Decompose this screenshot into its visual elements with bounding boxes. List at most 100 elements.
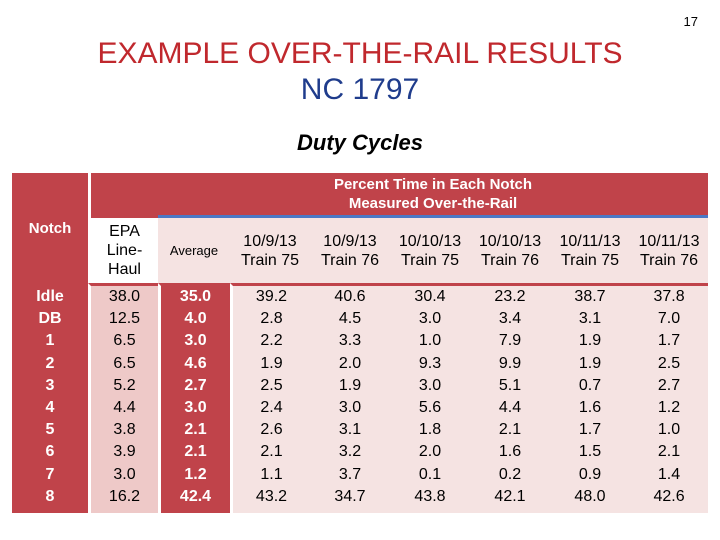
table-cell-value: 3.0 (338, 399, 362, 417)
table-cell-value: 7.0 (657, 310, 681, 328)
table-cell-value: 0.7 (578, 376, 602, 394)
table-cell-value: 3.7 (338, 465, 362, 483)
table-cell-value: 2.0 (418, 443, 442, 461)
average-column: 35.0 4.0 3.0 4.6 2.7 3.0 2.1 2.1 1.2 42.4 (158, 283, 230, 513)
table-cell-value: 3.4 (498, 310, 522, 328)
table-cell-value: 1.8 (418, 421, 442, 439)
table-cell-value: 1.6 (578, 399, 602, 417)
table-cell-value: 2.2 (260, 332, 283, 350)
table-cell-value: 42.6 (653, 487, 685, 505)
epa-header-line-2: Line- (106, 242, 143, 259)
table-cell-value: 42.4 (179, 487, 212, 505)
table-cell-value: 4.6 (184, 354, 207, 372)
table-cell-value: 3.0 (184, 399, 207, 417)
table-cell-value: 2.8 (260, 310, 283, 328)
run-header: 10/11/13 Train 75 (550, 218, 630, 283)
table-cell-value: 3.0 (418, 310, 442, 328)
title-line-1: EXAMPLE OVER-THE-RAIL RESULTS (97, 37, 623, 70)
epa-header-line-3: Haul (108, 261, 141, 278)
title-line-2: NC 1797 (300, 73, 420, 106)
table-cell-value: 4 (45, 399, 55, 417)
table-cell-value: 0.1 (418, 465, 442, 483)
table-cell-value: 42.1 (494, 487, 526, 505)
table-cell-value: 7.9 (498, 332, 522, 350)
table-cell-value: 3.0 (113, 465, 136, 483)
table-cell-value: 1.5 (578, 443, 602, 461)
table-cell-value: 10/11/13 (638, 232, 700, 250)
table-cell-value: 5.2 (113, 376, 136, 394)
table-cell-value: 4.4 (113, 399, 136, 417)
table-cell-value: 7 (45, 465, 55, 483)
table-cell-value: Train 76 (639, 251, 699, 269)
table-cell-value: 10/10/13 (398, 232, 462, 250)
table-cell-value: 16.2 (108, 487, 141, 505)
table-cell-value: 2.1 (184, 443, 207, 461)
run-header: 10/9/13 Train 75 (230, 218, 310, 283)
table-cell-value: 1.0 (418, 332, 442, 350)
table-cell-value: 4.5 (338, 310, 362, 328)
table-cell-value: 3.1 (338, 421, 362, 439)
run-column: 37.8 7.0 1.7 2.5 2.7 1.2 1.0 2.1 1.4 42.6 (630, 283, 709, 513)
average-header: Average (158, 218, 230, 283)
table-cell-value: 1 (45, 332, 55, 350)
epa-header: EPA Line- Haul (88, 218, 158, 283)
duty-cycle-table: Notch Percent Time in Each Notch Measure… (12, 173, 709, 513)
group-header-line-1: Percent Time in Each Notch (333, 176, 533, 193)
table-cell-value: 43.8 (414, 487, 446, 505)
table-cell-value: 0.2 (498, 465, 522, 483)
table-cell-value: Train 75 (240, 251, 300, 269)
table-cell-value: 1.1 (260, 465, 283, 483)
run-header: 10/11/13 Train 76 (630, 218, 709, 283)
subtitle: Duty Cycles (297, 130, 423, 155)
epa-header-line-1: EPA (109, 223, 140, 240)
run-header: 10/9/13 Train 76 (310, 218, 390, 283)
table-cell-value: 1.2 (184, 465, 207, 483)
table-cell-value: 4.0 (184, 310, 207, 328)
table-cell-value: 48.0 (574, 487, 606, 505)
table-cell-value: 1.0 (657, 421, 681, 439)
table-cell-value: 38.0 (108, 288, 141, 305)
table-cell-value: Train 76 (480, 251, 540, 269)
table-cell-value: 2.7 (184, 376, 207, 394)
group-header-line-2: Measured Over-the-Rail (348, 195, 518, 212)
table-cell-value: 5.6 (418, 399, 442, 417)
table-cell-value: 1.2 (657, 399, 681, 417)
table-cell-value: 1.7 (657, 332, 681, 350)
table-cell-value: 3.1 (578, 310, 602, 328)
table-cell-value: 2.1 (260, 443, 283, 461)
table-cell-value: 1.9 (578, 354, 602, 372)
run-column: 39.2 2.8 2.2 1.9 2.5 2.4 2.6 2.1 1.1 43.2 (230, 283, 310, 513)
run-column: 23.2 3.4 7.9 9.9 5.1 4.4 2.1 1.6 0.2 42.1 (470, 283, 550, 513)
table-cell-value: 1.9 (578, 332, 602, 350)
page-title: EXAMPLE OVER-THE-RAIL RESULTS NC 1797 (0, 36, 720, 108)
table-cell-value: 2.4 (260, 399, 283, 417)
table-cell-value: 10/10/13 (478, 232, 542, 250)
run-column: 30.4 3.0 1.0 9.3 3.0 5.6 1.8 2.0 0.1 43.8 (390, 283, 470, 513)
table-cell-value: 3.0 (184, 332, 207, 350)
table-cell-value: 4.4 (498, 399, 522, 417)
table-cell-value: 3.0 (418, 376, 442, 394)
run-column: 38.7 3.1 1.9 1.9 0.7 1.6 1.7 1.5 0.9 48.0 (550, 283, 630, 513)
table-cell-value: 23.2 (494, 288, 526, 305)
table-cell-value: 2.1 (657, 443, 681, 461)
notch-column: Idle DB 1 2 3 4 5 6 7 8 (12, 283, 88, 513)
table-cell-value: 9.3 (418, 354, 442, 372)
table-cell-value: Train 76 (320, 251, 380, 269)
table-cell-value: 2 (45, 354, 55, 372)
table-cell-value: 39.2 (255, 288, 288, 305)
table-cell-value: 0.9 (578, 465, 602, 483)
table-cell-value: 43.2 (255, 487, 288, 505)
table-cell-value: 2.6 (260, 421, 283, 439)
table-cell-value: 8 (45, 487, 55, 505)
table-cell-value: 1.9 (260, 354, 283, 372)
table-cell-value: DB (38, 310, 62, 328)
table-cell-value: 3 (45, 376, 55, 394)
table-cell-value: 1.6 (498, 443, 522, 461)
table-cell-value: Train 75 (400, 251, 460, 269)
table-cell-value: 9.9 (498, 354, 522, 372)
table-cell-value: 10/9/13 (243, 232, 297, 250)
header-spacer (88, 173, 158, 218)
table-cell-value: Train 75 (560, 251, 620, 269)
table-cell-value: 35.0 (179, 288, 212, 305)
table-cell-value: 2.1 (184, 421, 207, 439)
